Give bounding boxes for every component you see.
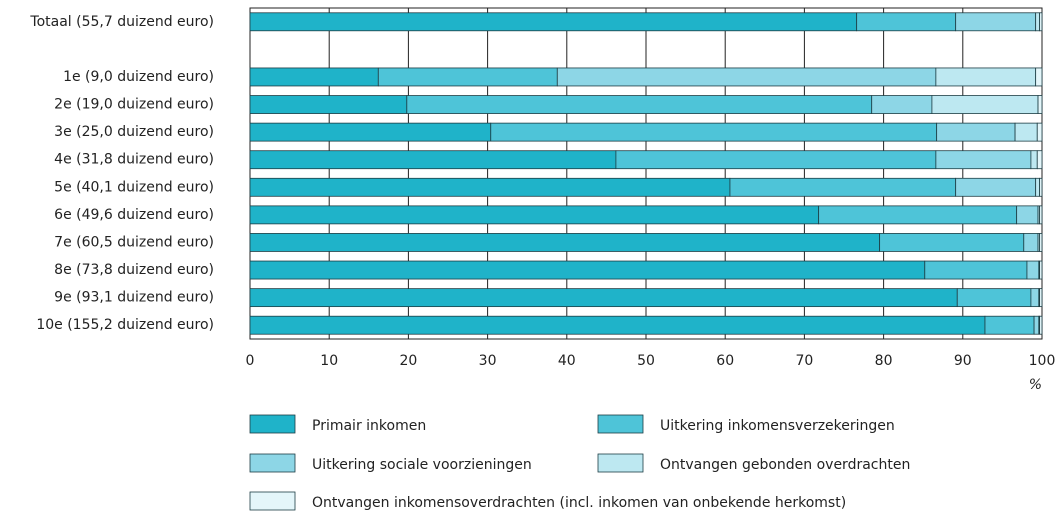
x-tick-label: 70 bbox=[795, 353, 813, 369]
x-tick-label: 30 bbox=[479, 353, 497, 369]
y-tick-label: 10e (155,2 duizend euro) bbox=[36, 317, 214, 333]
bar-segment bbox=[490, 122, 938, 142]
bar-segment bbox=[1030, 150, 1038, 170]
bar-segment bbox=[1039, 12, 1043, 32]
bar-segment bbox=[984, 315, 1035, 335]
x-tick-label: 50 bbox=[637, 353, 655, 369]
y-tick-label: 3e (25,0 duizend euro) bbox=[54, 124, 214, 140]
y-tick-label: 2e (19,0 duizend euro) bbox=[54, 97, 214, 113]
y-tick-label: 8e (73,8 duizend euro) bbox=[54, 262, 214, 278]
bar-segment bbox=[249, 288, 958, 308]
bar-segment bbox=[1036, 122, 1043, 142]
legend-swatch bbox=[249, 414, 296, 434]
x-tick-label: 40 bbox=[558, 353, 576, 369]
x-tick-label: 0 bbox=[246, 353, 255, 369]
y-tick-label: Totaal (55,7 duizend euro) bbox=[29, 14, 214, 30]
bar-segment bbox=[955, 177, 1037, 197]
legend-label: Uitkering inkomensverzekeringen bbox=[660, 418, 895, 434]
y-tick-label: 9e (93,1 duizend euro) bbox=[54, 290, 214, 306]
bar-segment bbox=[856, 12, 957, 32]
legend-swatch bbox=[597, 453, 644, 473]
legend-swatch bbox=[597, 414, 644, 434]
bar-segment bbox=[955, 12, 1037, 32]
x-tick-label: 10 bbox=[320, 353, 338, 369]
x-axis-label: % bbox=[1029, 377, 1042, 393]
bar-segment bbox=[818, 205, 1018, 225]
bar-segment bbox=[1039, 260, 1043, 280]
bar-segment bbox=[1039, 288, 1043, 308]
bar-segment bbox=[1035, 12, 1041, 32]
y-tick-label: 5e (40,1 duizend euro) bbox=[54, 179, 214, 195]
bar-segment bbox=[879, 233, 1025, 252]
bar-segment bbox=[1039, 205, 1043, 225]
bar-segment bbox=[1036, 150, 1043, 170]
bar-segment bbox=[924, 260, 1028, 280]
bar-segment bbox=[406, 95, 873, 114]
legend-swatch bbox=[249, 453, 296, 473]
bar-segment bbox=[1035, 177, 1041, 197]
bar-segment bbox=[871, 95, 933, 114]
bar-segment bbox=[249, 150, 617, 170]
bar-segment bbox=[936, 122, 1016, 142]
bar-segment bbox=[249, 122, 492, 142]
legend-label: Uitkering sociale voorzieningen bbox=[312, 457, 532, 473]
x-tick-label: 100 bbox=[1029, 353, 1056, 369]
bar-segment bbox=[249, 177, 731, 197]
y-tick-label: 1e (9,0 duizend euro) bbox=[63, 69, 214, 85]
bar-segment bbox=[935, 150, 1032, 170]
legend-label: Primair inkomen bbox=[312, 418, 426, 434]
x-tick-label: 20 bbox=[399, 353, 417, 369]
bar-segment bbox=[556, 67, 937, 87]
bar-segment bbox=[1039, 177, 1043, 197]
y-tick-label: 6e (49,6 duizend euro) bbox=[54, 207, 214, 223]
bar-segment bbox=[729, 177, 957, 197]
bar-segment bbox=[1030, 288, 1040, 308]
bar-segment bbox=[1016, 205, 1039, 225]
x-tick-label: 80 bbox=[875, 353, 893, 369]
bar-segment bbox=[1014, 122, 1038, 142]
legend-swatch bbox=[249, 491, 296, 511]
bar-segment bbox=[249, 315, 986, 335]
bar-segment bbox=[1026, 260, 1040, 280]
x-tick-label: 60 bbox=[716, 353, 734, 369]
bar-segment bbox=[249, 260, 926, 280]
bar-segment bbox=[956, 288, 1032, 308]
bar-segment bbox=[1033, 315, 1040, 335]
bar-segment bbox=[1037, 95, 1043, 114]
bar-segment bbox=[1035, 67, 1043, 87]
bar-segment bbox=[1023, 233, 1039, 252]
bar-segment bbox=[249, 233, 881, 252]
bar-segment bbox=[377, 67, 558, 87]
bar-segment bbox=[935, 67, 1037, 87]
legend-label: Ontvangen gebonden overdrachten bbox=[660, 457, 910, 473]
bar-segment bbox=[1039, 233, 1043, 252]
bar-segment bbox=[931, 95, 1039, 114]
bar-segment bbox=[1039, 315, 1043, 335]
bar-segment bbox=[249, 95, 408, 114]
bar-segment bbox=[249, 12, 858, 32]
legend-label: Ontvangen inkomensoverdrachten (incl. in… bbox=[312, 495, 846, 511]
x-tick-label: 90 bbox=[954, 353, 972, 369]
bar-segment bbox=[249, 67, 379, 87]
bar-segment bbox=[249, 205, 820, 225]
y-tick-label: 7e (60,5 duizend euro) bbox=[54, 234, 214, 250]
y-tick-label: 4e (31,8 duizend euro) bbox=[54, 152, 214, 168]
bar-segment bbox=[615, 150, 937, 170]
